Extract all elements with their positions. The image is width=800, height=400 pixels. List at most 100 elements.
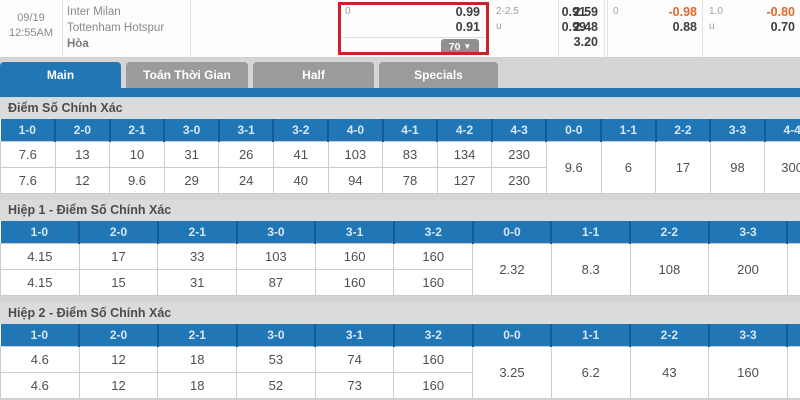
match-time: 12:55AM: [8, 27, 54, 39]
draw-label: Hòa: [67, 38, 89, 50]
score-column-header: 0-0: [472, 221, 553, 244]
odds-cell[interactable]: 103: [236, 243, 316, 270]
score-column-header: 4-3: [491, 119, 548, 142]
odds-cell[interactable]: 4.15: [0, 269, 80, 296]
odds-cell[interactable]: 87: [236, 269, 316, 296]
score-column-header: 2-1: [157, 221, 238, 244]
odds-cell[interactable]: 17: [655, 141, 711, 194]
under-odds[interactable]: 0.99: [561, 20, 586, 34]
odds-cell[interactable]: 94: [327, 167, 384, 194]
divider: [607, 0, 608, 57]
odds-cell[interactable]: 52: [236, 372, 316, 399]
team-names: Inter Milan Tottenham Hotspur Hòa: [67, 4, 164, 52]
odds-cell[interactable]: 108: [629, 243, 710, 296]
divider: [62, 0, 63, 57]
odds-cell[interactable]: 9.6: [109, 167, 165, 194]
fh-handicap-home-odds[interactable]: -0.98: [668, 5, 698, 19]
score-column-header: 1-0: [0, 119, 57, 142]
under-label: u: [496, 21, 502, 32]
odds-cell[interactable]: 40: [272, 167, 329, 194]
odds-cell[interactable]: 4.15: [0, 243, 80, 270]
odds-cell[interactable]: 13: [54, 141, 111, 168]
tab-full-time[interactable]: Toán Thời Gian: [126, 62, 248, 88]
odds-cell[interactable]: 2.32: [472, 243, 552, 296]
odds-cell[interactable]: 160: [314, 269, 395, 296]
section-title: Hiệp 2 - Điểm Số Chính Xác: [0, 303, 800, 324]
score-column-header: 4-2: [437, 119, 493, 142]
odds-cell[interactable]: 18: [157, 346, 238, 373]
odds-cell[interactable]: 12: [78, 372, 159, 399]
odds-cell[interactable]: 29: [163, 167, 220, 194]
odds-cell[interactable]: 53: [236, 346, 316, 373]
fh-over-odds[interactable]: -0.80: [766, 5, 796, 19]
odds-cell[interactable]: 230: [491, 167, 547, 194]
handicap-away-odds[interactable]: 0.91: [455, 20, 480, 34]
fh-handicap-away-odds[interactable]: 0.88: [672, 20, 697, 34]
odds-cell[interactable]: 160: [708, 346, 788, 399]
fh-total-line: 1.0: [709, 6, 723, 17]
odds-cell[interactable]: 230: [491, 141, 547, 168]
odds-cell[interactable]: 160: [393, 372, 474, 399]
section-half1-correct-score: Hiệp 1 - Điểm Số Chính Xác 1-0 2-0 2-1 3-0 3…: [0, 200, 800, 296]
half2-correct-score-table: 1-0 2-0 2-1 3-0 3-1 3-2 0-0 1-1 2-2 3-3 4.6 12 18 53 7…: [0, 324, 800, 399]
odds-cell[interactable]: 41: [272, 141, 329, 168]
odds-cell[interactable]: 18: [157, 372, 238, 399]
score-column-header: 3-1: [218, 119, 275, 142]
odds-cell[interactable]: 300: [764, 141, 800, 194]
odds-cell[interactable]: 12: [78, 346, 159, 373]
odds-cell[interactable]: 6.2: [550, 346, 631, 399]
away-win-odds[interactable]: 2.48: [573, 20, 598, 34]
odds-cell[interactable]: 73: [314, 372, 395, 399]
home-win-odds[interactable]: 2.59: [573, 5, 598, 19]
more-markets-button[interactable]: 70 ▼: [441, 39, 479, 54]
odds-cell[interactable]: 31: [157, 269, 238, 296]
odds-cell[interactable]: 134: [436, 141, 493, 168]
tab-specials[interactable]: Specials: [379, 62, 498, 88]
match-odds-row: 09/19 12:55AM Inter Milan Tottenham Hots…: [0, 0, 800, 58]
odds-cell[interactable]: 15: [78, 269, 159, 296]
odds-cell[interactable]: 98: [709, 141, 766, 194]
odds-cell[interactable]: 33: [157, 243, 238, 270]
score-column-header: 0-0: [546, 119, 603, 142]
odds-cell[interactable]: 43: [629, 346, 710, 399]
odds-cell[interactable]: 160: [393, 243, 474, 270]
tab-main[interactable]: Main: [0, 62, 121, 88]
odds-cell[interactable]: 160: [393, 269, 474, 296]
odds-cell[interactable]: 127: [436, 167, 493, 194]
match-datetime: 09/19 12:55AM: [0, 11, 62, 41]
odds-cell[interactable]: 9.6: [545, 141, 602, 194]
odds-cell[interactable]: 4.6: [0, 346, 80, 373]
over-odds[interactable]: 0.91: [561, 5, 586, 19]
odds-cell[interactable]: 83: [382, 141, 438, 168]
fh-handicap-line: 0: [613, 6, 619, 17]
odds-cell[interactable]: 26: [218, 141, 274, 168]
odds-cell[interactable]: 8.3: [550, 243, 631, 296]
odds-cell[interactable]: 7.6: [0, 141, 56, 168]
tab-half[interactable]: Half: [253, 62, 374, 88]
score-column-header: 4-1: [382, 119, 439, 142]
odds-cell[interactable]: 78: [382, 167, 438, 194]
handicap-home-odds[interactable]: 0.99: [455, 5, 480, 19]
odds-cell[interactable]: 31: [163, 141, 220, 168]
odds-cell[interactable]: 160: [314, 243, 395, 270]
market-tabs: Main Toán Thời Gian Half Specials: [0, 62, 800, 88]
odds-cell[interactable]: 7.6: [0, 167, 56, 194]
odds-cell[interactable]: 4.6: [0, 372, 80, 399]
active-tab-strip: [0, 88, 800, 97]
score-column-header: 4-4: [764, 119, 800, 142]
odds-cell[interactable]: 74: [314, 346, 395, 373]
odds-cell[interactable]: 160: [393, 346, 474, 373]
odds-cell[interactable]: 10: [109, 141, 165, 168]
odds-cell[interactable]: 12: [54, 167, 111, 194]
draw-odds[interactable]: 3.20: [573, 35, 598, 49]
odds-cell[interactable]: 200: [708, 243, 788, 296]
score-column-header: 3-2: [273, 119, 330, 142]
fh-under-odds[interactable]: 0.70: [770, 20, 795, 34]
odds-cell[interactable]: 24: [218, 167, 274, 194]
odds-cell[interactable]: 6: [600, 141, 657, 194]
odds-cell[interactable]: 17: [78, 243, 159, 270]
score-column-header: 3-2: [393, 221, 474, 244]
odds-cell[interactable]: 3.25: [472, 346, 552, 399]
odds-cell[interactable]: 103: [327, 141, 384, 168]
chevron-down-icon: ▼: [463, 42, 472, 51]
